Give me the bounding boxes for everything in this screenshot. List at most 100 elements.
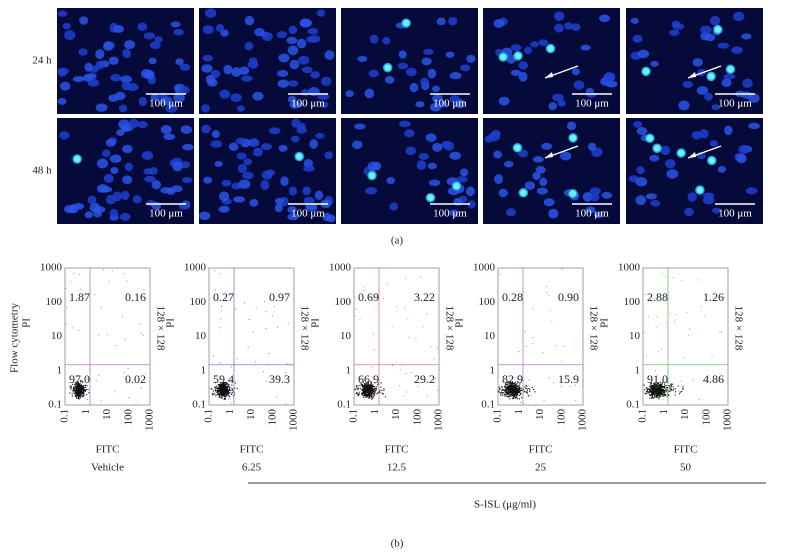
- event-dot: [514, 383, 516, 386]
- event-dot: [221, 387, 223, 389]
- nucleus: [409, 82, 419, 93]
- nucleus: [280, 176, 289, 187]
- event-dot: [519, 386, 521, 388]
- nucleus: [296, 126, 307, 134]
- y-tick-label: 10: [629, 330, 641, 342]
- event-dot: [362, 387, 364, 389]
- event-dot: [255, 361, 257, 363]
- event-dot: [653, 390, 655, 392]
- nucleus: [278, 144, 288, 152]
- event-dot: [229, 392, 231, 394]
- event-dot: [672, 388, 675, 390]
- event-dot: [81, 395, 83, 397]
- nucleus: [459, 64, 471, 72]
- event-dot: [658, 383, 660, 385]
- nucleus: [253, 147, 263, 157]
- caption-a: (a): [391, 235, 404, 247]
- event-dot: [665, 389, 667, 391]
- event-dot: [674, 314, 676, 316]
- nucleus: [320, 101, 329, 108]
- event-dot: [365, 386, 367, 388]
- event-dot: [375, 389, 377, 391]
- caption-b: (b): [391, 538, 404, 550]
- event-dot: [662, 389, 665, 391]
- event-dot: [516, 393, 518, 396]
- y-tick-label: 1: [490, 364, 496, 376]
- event-dot: [650, 385, 652, 387]
- event-dot: [655, 395, 657, 397]
- nucleus: [220, 29, 229, 37]
- event-dot: [530, 395, 532, 397]
- event-dot: [430, 346, 432, 348]
- nucleus: [566, 121, 577, 131]
- event-dot: [368, 393, 370, 395]
- event-dot: [516, 388, 518, 391]
- event-dot: [74, 384, 76, 386]
- event-dot: [87, 378, 89, 380]
- nucleus: [538, 39, 549, 47]
- event-dot: [557, 404, 559, 406]
- event-dot: [220, 387, 222, 389]
- nucleus: [78, 48, 88, 56]
- nucleus: [636, 166, 645, 175]
- event-dot: [648, 390, 650, 392]
- nucleus: [564, 22, 573, 30]
- nucleus: [524, 46, 533, 55]
- event-dot: [505, 394, 507, 396]
- event-dot: [220, 394, 222, 396]
- event-dot: [658, 392, 660, 394]
- event-dot: [219, 392, 221, 394]
- event-dot: [659, 384, 661, 386]
- event-dot: [534, 391, 536, 393]
- event-dot: [648, 387, 650, 390]
- nucleus: [124, 162, 133, 172]
- event-dot: [75, 382, 77, 384]
- scale-bar-label: 100 μm: [718, 98, 752, 110]
- event-dot: [518, 398, 521, 400]
- event-dot: [511, 391, 513, 393]
- apoptotic-cell: [367, 170, 377, 181]
- event-dot: [77, 393, 79, 395]
- event-dot: [226, 383, 228, 385]
- event-dot: [371, 388, 373, 390]
- event-dot: [646, 392, 648, 394]
- event-dot: [515, 389, 517, 391]
- event-dot: [217, 390, 219, 392]
- nucleus: [738, 144, 750, 154]
- event-dot: [81, 385, 83, 387]
- event-dot: [356, 387, 358, 389]
- event-dot: [674, 391, 677, 393]
- event-dot: [508, 386, 510, 388]
- event-dot: [230, 393, 232, 395]
- event-dot: [80, 388, 82, 390]
- event-dot: [507, 394, 509, 396]
- event-dot: [548, 294, 550, 296]
- event-dot: [221, 397, 223, 399]
- event-dot: [218, 388, 220, 390]
- event-dot: [367, 387, 370, 389]
- event-dot: [518, 386, 520, 388]
- event-dot: [227, 389, 229, 391]
- event-dot: [534, 404, 536, 406]
- event-dot: [646, 388, 648, 390]
- event-dot: [231, 391, 233, 393]
- event-dot: [222, 393, 224, 395]
- event-dot: [679, 393, 681, 395]
- nucleus: [247, 60, 259, 69]
- y-axis-label: PI: [454, 318, 466, 328]
- event-dot: [81, 391, 83, 393]
- event-dot: [368, 394, 370, 396]
- event-dot: [582, 332, 584, 334]
- event-dot: [507, 391, 509, 393]
- plot-frame: [497, 267, 584, 406]
- event-dot: [227, 385, 230, 387]
- event-dot: [514, 388, 516, 390]
- event-dot: [405, 278, 407, 280]
- event-dot: [82, 392, 84, 394]
- event-dot: [392, 364, 394, 366]
- nucleus: [518, 61, 529, 70]
- apoptotic-cell: [706, 71, 716, 82]
- event-dot: [218, 383, 220, 385]
- event-dot: [70, 386, 73, 388]
